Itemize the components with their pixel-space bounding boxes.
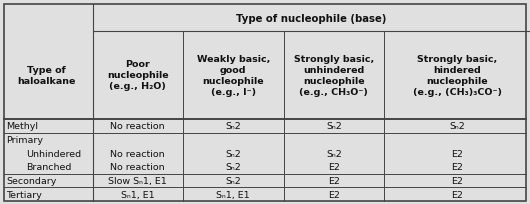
Text: Slow Sₙ1, E1: Slow Sₙ1, E1 [109,176,167,185]
Text: Sₙ2: Sₙ2 [449,122,465,131]
Text: No reaction: No reaction [110,122,165,131]
Text: Weakly basic,
good
nucleophile
(e.g., I⁻): Weakly basic, good nucleophile (e.g., I⁻… [197,54,270,96]
Text: Sₙ2: Sₙ2 [326,122,342,131]
Text: Sₙ2: Sₙ2 [225,149,241,158]
Text: E2: E2 [451,162,463,171]
Text: Branched: Branched [26,162,72,171]
Text: E2: E2 [328,176,340,185]
Text: No reaction: No reaction [110,162,165,171]
Text: E2: E2 [451,190,463,199]
Text: E2: E2 [451,149,463,158]
Text: Secondary: Secondary [6,176,57,185]
Text: Sₙ1, E1: Sₙ1, E1 [216,190,250,199]
Text: Sₙ2: Sₙ2 [326,149,342,158]
Text: Sₙ2: Sₙ2 [225,122,241,131]
Text: Tertiary: Tertiary [6,190,42,199]
Text: Type of nucleophile (base): Type of nucleophile (base) [236,14,386,24]
Text: Primary: Primary [6,135,43,144]
Text: Sₙ2: Sₙ2 [225,162,241,171]
Text: Strongly basic,
hindered
nucleophile
(e.g., (CH₃)₃CO⁻): Strongly basic, hindered nucleophile (e.… [413,54,501,96]
Text: No reaction: No reaction [110,149,165,158]
Text: Poor
nucleophile
(e.g., H₂O): Poor nucleophile (e.g., H₂O) [107,60,169,91]
Text: Unhindered: Unhindered [26,149,82,158]
Text: Methyl: Methyl [6,122,38,131]
Text: Sₙ2: Sₙ2 [225,176,241,185]
Text: E2: E2 [328,162,340,171]
Text: Sₙ1, E1: Sₙ1, E1 [121,190,155,199]
Text: Strongly basic,
unhindered
nucleophile
(e.g., CH₃O⁻): Strongly basic, unhindered nucleophile (… [294,54,374,96]
Text: E2: E2 [451,176,463,185]
Text: Type of
haloalkane: Type of haloalkane [17,66,76,85]
Text: E2: E2 [328,190,340,199]
